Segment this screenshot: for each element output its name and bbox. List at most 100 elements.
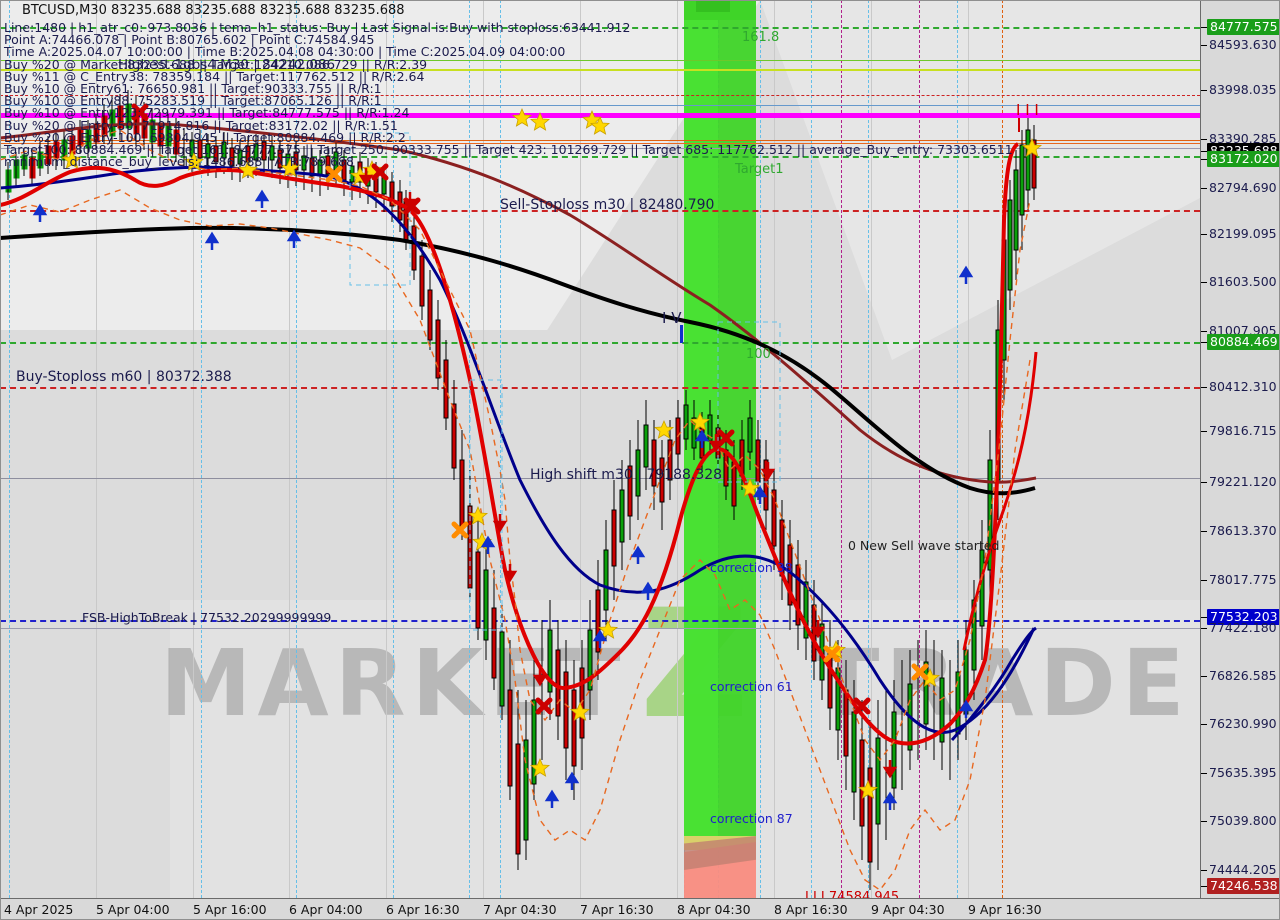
level-line-red-dashdot-1 — [0, 95, 1200, 96]
price-label: 83390.285 — [1209, 131, 1277, 146]
fib-1618-label: 161.8 — [742, 30, 780, 45]
price-label: 81603.500 — [1209, 274, 1277, 289]
new-sell-wave-label: 0 New Sell wave started — [848, 538, 1000, 553]
indicator-info-line: Target100: 80884.469 || Target 161: 8477… — [4, 142, 1013, 157]
price-label: 74246.538 — [1207, 878, 1280, 894]
grid-vline — [96, 0, 97, 898]
price-tick — [1201, 45, 1207, 46]
time-label: 8 Apr 04:30 — [677, 902, 751, 917]
time-label: 6 Apr 16:30 — [386, 902, 460, 917]
correction-87-label: correction 87 — [710, 811, 793, 826]
level-line-gray-1 — [0, 148, 1200, 149]
price-tick — [1201, 821, 1207, 822]
chart-plot-area[interactable]: MARKET TRADE Z — [0, 0, 1200, 898]
guide-vline-cyan — [393, 0, 394, 898]
wave-iv-label: I V — [662, 309, 682, 327]
symbol-header: BTCUSD,M30 83235.688 83235.688 83235.688… — [22, 3, 405, 18]
indicator-info-line: Buy %20 @ Market:83235.688 || Target:124… — [4, 56, 428, 72]
price-label: 84593.630 — [1209, 37, 1277, 52]
price-tick — [1201, 431, 1207, 432]
price-label: 83172.020 — [1207, 151, 1280, 167]
price-label: 82794.690 — [1209, 180, 1277, 195]
time-label: 8 Apr 16:30 — [774, 902, 848, 917]
guide-vline-cyan — [500, 0, 501, 898]
price-tick — [1201, 773, 1207, 774]
guide-vline-cyan — [9, 0, 10, 898]
price-tick — [1201, 188, 1207, 189]
price-tick — [1201, 482, 1207, 483]
correction-61-label: correction 61 — [710, 679, 793, 694]
level-line-market-magenta — [0, 113, 1200, 118]
time-label: 7 Apr 16:30 — [580, 902, 654, 917]
price-label: 75635.395 — [1209, 765, 1277, 780]
price-label: 79221.120 — [1209, 474, 1277, 489]
grid-vline — [968, 0, 969, 898]
level-line-buy-stoploss-m60 — [0, 387, 1200, 389]
price-tick — [1201, 870, 1207, 871]
level-line-sell-stoploss-m30 — [0, 210, 1200, 212]
highest-m30-label: Highest-1gbs4.M30 | 84242.086 — [118, 57, 336, 73]
price-tick — [1201, 628, 1207, 629]
price-label: 80884.469 — [1207, 334, 1280, 350]
candlestick-series — [5, 90, 1037, 890]
guide-vline-magenta — [919, 0, 920, 898]
guide-vline-cyan — [868, 0, 869, 898]
price-scale[interactable]: 84777.57584593.63083998.03583390.2858323… — [1200, 0, 1280, 898]
level-line-highest-green — [0, 60, 1200, 61]
up-arrow-markers — [33, 190, 973, 812]
price-tick — [1201, 580, 1207, 581]
high-shift-m30-label: High shift m30 | 79188.328 — [530, 467, 723, 483]
ma-blue-line — [0, 165, 1036, 734]
level-line-fib-1618 — [0, 27, 1200, 29]
guide-vline-cyan — [296, 0, 297, 898]
price-label: 79816.715 — [1209, 423, 1277, 438]
indicator-info-line: Buy %11 @ C_Entry38: 78359.184 || Target… — [4, 68, 425, 84]
price-label: 84777.575 — [1207, 19, 1280, 35]
time-scale[interactable]: 4 Apr 2025 5 Apr 04:00 5 Apr 16:00 6 Apr 04… — [0, 898, 1280, 920]
buy-stoploss-m60-label: Buy-Stoploss m60 | 80372.388 — [16, 369, 232, 385]
envelope-upper-dashed — [0, 129, 1031, 762]
ma-dark-red-line — [0, 122, 1037, 484]
grid-vline — [289, 0, 290, 898]
price-label: 77532.203 — [1207, 609, 1280, 625]
indicator-info-line: Line:1480 | h1_atr_c0: 973.8036 | tema_h… — [4, 20, 631, 35]
price-tick — [1201, 531, 1207, 532]
indicator-info-line: minimum_distance_buy_levels: 1486.688 | … — [4, 154, 354, 170]
price-label: 76826.585 — [1209, 668, 1277, 683]
guide-vline-cyan — [201, 0, 202, 898]
level-line-orange-2 — [0, 143, 1200, 144]
time-label: 9 Apr 16:30 — [968, 902, 1042, 917]
price-label: 82199.095 — [1209, 226, 1277, 241]
price-tick — [1201, 676, 1207, 677]
grid-vline — [580, 0, 581, 898]
guide-vline-magenta — [841, 0, 842, 898]
level-line-target1-green — [0, 156, 1200, 158]
price-label: 78613.370 — [1209, 523, 1277, 538]
level-line-highshift-m30-gray — [0, 478, 1200, 479]
price-tick — [1201, 342, 1207, 343]
price-label: 75039.800 — [1209, 813, 1277, 828]
price-label: 74444.205 — [1209, 862, 1277, 877]
price-tick — [1201, 27, 1207, 28]
time-label: 5 Apr 04:00 — [96, 902, 170, 917]
indicator-info-line: Buy %10 @ Entry88: 75283.519 || Target:8… — [4, 93, 382, 109]
price-tick — [1201, 234, 1207, 235]
price-label: 78017.775 — [1209, 572, 1277, 587]
price-tick — [1201, 151, 1207, 152]
ma-black-line — [0, 225, 1036, 496]
guide-vline-cyan — [957, 0, 958, 898]
guide-vline-cyan — [811, 0, 812, 898]
grid-vline — [774, 0, 775, 898]
envelope-lower-dashed — [0, 189, 1031, 891]
level-line-blue-thin-1 — [0, 105, 1200, 106]
ma-blue-line-secondary — [950, 626, 1037, 742]
price-tick — [1201, 90, 1207, 91]
price-label: 76230.990 — [1209, 716, 1277, 731]
indicator-info-line: Buy %10 @ Entry123: 72979.391 || Target:… — [4, 105, 410, 121]
indicator-info-line: Time A:2025.04.07 10:00:00 | Time B:2025… — [4, 44, 566, 60]
price-tick — [1201, 724, 1207, 725]
price-label: 83998.035 — [1209, 82, 1277, 97]
level-line-orange-1 — [0, 140, 1200, 141]
ma-red-line-secondary — [962, 351, 1038, 651]
